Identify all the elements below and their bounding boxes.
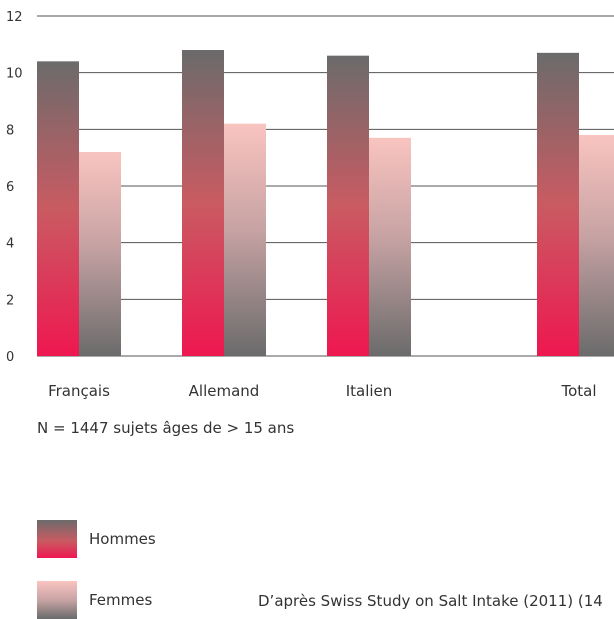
- legend-item-femmes: Femmes: [37, 581, 152, 619]
- x-category-label: Français: [48, 382, 110, 400]
- bar-femmes-2: [369, 137, 411, 356]
- bar-femmes-3: [579, 135, 614, 356]
- x-category-label: Italien: [346, 382, 393, 400]
- bar-femmes-0: [79, 152, 121, 356]
- x-category-label: Allemand: [189, 382, 260, 400]
- y-tick-label: 4: [6, 237, 14, 252]
- legend-swatch-hommes: [37, 520, 77, 558]
- y-tick-label: 2: [6, 293, 14, 308]
- bar-femmes-1: [224, 123, 266, 357]
- source-note: D’après Swiss Study on Salt Intake (2011…: [258, 592, 603, 610]
- bar-hommes-2: [327, 55, 369, 357]
- y-tick-label: 0: [6, 350, 14, 365]
- x-category-label: Total: [560, 382, 596, 400]
- bar-hommes-3: [537, 52, 579, 356]
- legend-swatch-femmes: [37, 581, 77, 619]
- legend-label-femmes: Femmes: [89, 591, 153, 609]
- bar-hommes-0: [37, 61, 79, 356]
- y-tick-label: 8: [6, 123, 14, 138]
- legend-label-hommes: Hommes: [89, 530, 156, 548]
- y-tick-label: 10: [6, 67, 23, 82]
- legend-item-hommes: Hommes: [37, 520, 156, 558]
- y-tick-label: 12: [6, 10, 23, 25]
- y-tick-label: 6: [6, 180, 14, 195]
- bar-hommes-1: [182, 50, 224, 356]
- sample-note: N = 1447 sujets âges de > 15 ans: [37, 419, 295, 437]
